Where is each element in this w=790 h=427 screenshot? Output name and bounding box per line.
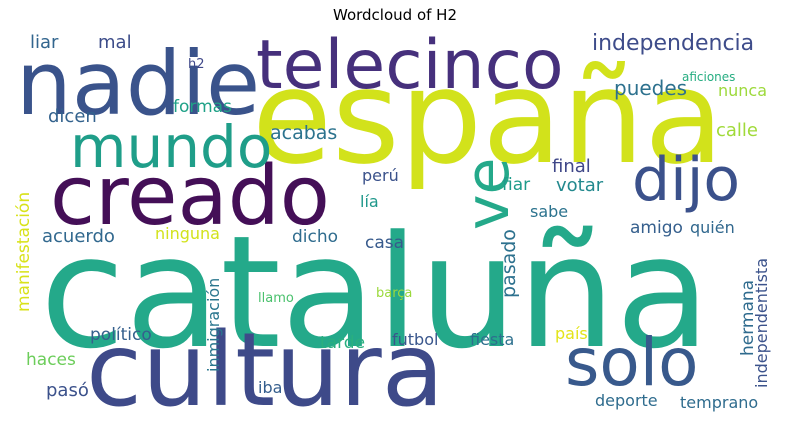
- word-deporte: deporte: [595, 391, 658, 410]
- word-aficiones: aficiones: [682, 70, 736, 84]
- word-inmigracion: inmigración: [204, 277, 223, 372]
- word-nadie: nadie: [16, 32, 261, 135]
- word-puedes: puedes: [614, 76, 688, 100]
- word-calle: calle: [716, 120, 759, 141]
- word-telecinco: telecinco: [256, 30, 564, 105]
- word-acabas: acabas: [270, 122, 338, 144]
- word-dicho: dicho: [292, 227, 339, 247]
- word-amigo: amigo: [630, 218, 683, 238]
- word-peru: perú: [362, 166, 399, 185]
- word-pasado: pasado: [498, 229, 520, 298]
- word-futbol: futbol: [392, 330, 439, 349]
- word-llamo: llamo: [258, 291, 294, 306]
- word-cultura: cultura: [86, 311, 445, 418]
- word-liar: liar: [30, 32, 59, 53]
- word-mal: mal: [98, 32, 132, 53]
- word-creado: creado: [50, 149, 330, 244]
- word-hermana: hermana: [738, 279, 758, 356]
- word-ninguna: ninguna: [155, 224, 220, 243]
- word-fiar: fiar: [502, 175, 531, 195]
- wordcloud: españa cataluña cultura nadie telecinco …: [10, 30, 780, 417]
- word-nunca: nunca: [718, 81, 768, 100]
- word-independencia: independencia: [592, 31, 755, 56]
- word-dijo: dijo: [632, 145, 741, 215]
- word-formas: formas: [173, 97, 232, 117]
- word-temprano: temprano: [680, 393, 759, 412]
- word-solo: solo: [565, 324, 699, 401]
- word-espana: españa: [252, 41, 724, 193]
- word-tarde: tarde: [320, 333, 366, 353]
- word-acuerdo: acuerdo: [42, 226, 115, 247]
- word-paso: pasó: [46, 380, 89, 401]
- word-manifestacion: manifestación: [14, 191, 34, 312]
- word-sabe: sabe: [530, 202, 569, 221]
- word-barca: barça: [376, 286, 413, 301]
- word-votar: votar: [556, 175, 604, 196]
- word-lia: lía: [360, 192, 379, 211]
- word-mundo: mundo: [70, 113, 273, 181]
- word-casa: casa: [365, 233, 405, 253]
- word-iba: iba: [258, 378, 283, 397]
- word-haces: haces: [26, 350, 76, 370]
- word-cataluna: cataluña: [40, 202, 711, 383]
- word-dicen: dicen: [48, 106, 97, 127]
- word-fiesta: fiesta: [470, 330, 515, 349]
- word-quien: quién: [690, 218, 735, 237]
- chart-title: Wordcloud of H2: [333, 6, 457, 24]
- word-pais: país: [555, 324, 588, 343]
- word-h2: h2: [188, 57, 205, 72]
- word-final: final: [552, 156, 591, 177]
- word-politico: político: [90, 325, 152, 345]
